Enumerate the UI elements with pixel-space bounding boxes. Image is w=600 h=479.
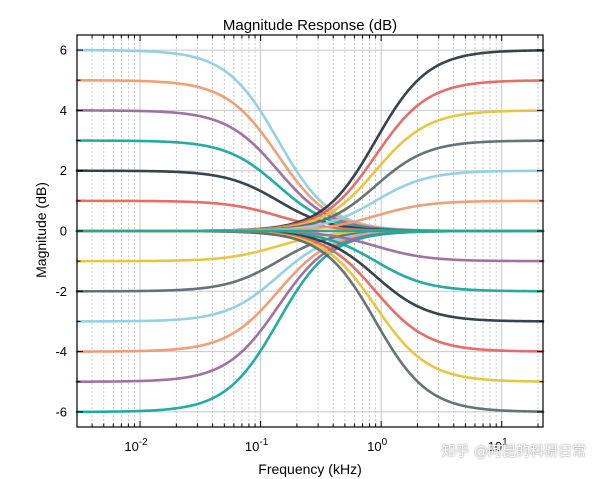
x-axis-label: Frequency (kHz) <box>258 461 361 477</box>
series-line-high-shelf <box>75 79 545 233</box>
y-tick-label: -2 <box>55 284 67 299</box>
plot-frame <box>76 34 544 428</box>
x-tick-label: 10-2 <box>124 437 148 454</box>
x-tick-label: 101 <box>488 437 508 454</box>
series-line-low-shelf <box>75 229 545 383</box>
y-tick-label: 4 <box>60 103 67 118</box>
series-lines <box>75 48 545 414</box>
x-tick-label: 100 <box>367 437 387 454</box>
watermark-text: 知乎 @阿昆的科研日常 <box>441 444 586 460</box>
y-tick-label: 2 <box>60 163 67 178</box>
x-tick-label: 10-1 <box>245 437 269 454</box>
y-tick-label: -6 <box>55 404 67 419</box>
chart-title: Magnitude Response (dB) <box>223 17 397 34</box>
y-tick-label: -4 <box>55 344 67 359</box>
y-axis-label: Magnitude (dB) <box>33 182 49 278</box>
y-tick-label: 0 <box>60 224 67 239</box>
series-line-low-shelf <box>75 79 545 233</box>
series-line-high-shelf <box>75 229 545 383</box>
y-tick-label: 6 <box>60 43 67 58</box>
